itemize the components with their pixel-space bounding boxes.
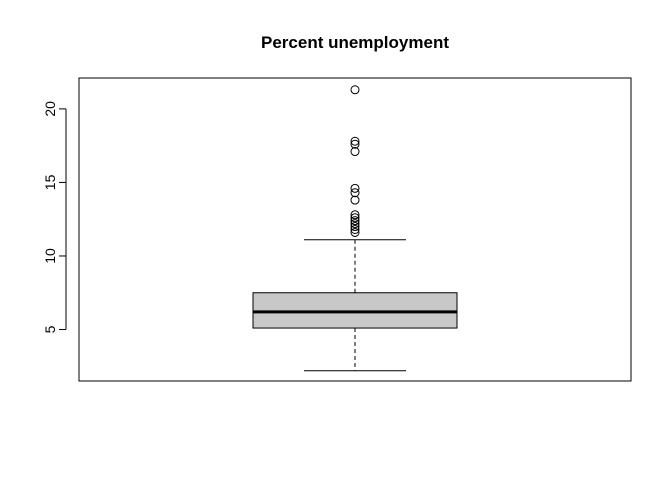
chart-title: Percent unemployment bbox=[261, 33, 449, 52]
outlier-point bbox=[350, 210, 360, 220]
outlier-point bbox=[350, 188, 360, 198]
outlier-point bbox=[350, 222, 360, 232]
outlier-point bbox=[350, 216, 360, 226]
outlier-point bbox=[350, 219, 360, 229]
outlier-point bbox=[350, 147, 360, 157]
y-tick-label: 5 bbox=[42, 325, 58, 333]
outlier-point bbox=[350, 183, 360, 193]
y-tick-label: 10 bbox=[42, 248, 58, 264]
outlier-point bbox=[350, 225, 360, 234]
outlier-point bbox=[350, 213, 360, 223]
outlier-point bbox=[350, 85, 360, 95]
outlier-point bbox=[350, 195, 360, 205]
y-tick-label: 15 bbox=[42, 174, 58, 190]
y-axis: 5 10 15 20 bbox=[42, 101, 67, 333]
boxplot bbox=[252, 239, 458, 372]
plot-frame bbox=[78, 77, 632, 382]
y-tick-label: 20 bbox=[42, 101, 58, 117]
outlier-points bbox=[350, 85, 360, 237]
outlier-point bbox=[350, 227, 360, 237]
outlier-point bbox=[350, 136, 360, 146]
outlier-point bbox=[350, 139, 360, 149]
